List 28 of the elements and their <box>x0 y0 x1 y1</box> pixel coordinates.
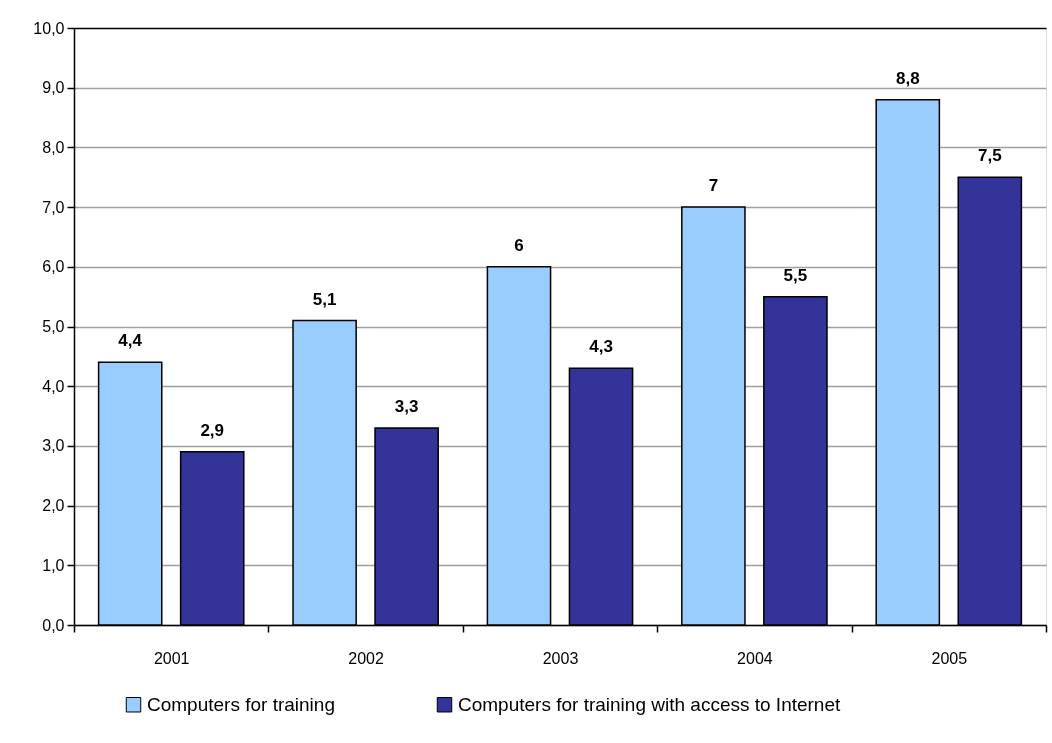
data-label: 8,8 <box>895 68 920 88</box>
x-tick-label: 2004 <box>737 649 773 667</box>
y-tick-label: 6,0 <box>42 258 65 276</box>
data-label: 7,5 <box>977 146 1002 166</box>
data-label: 4,3 <box>589 337 613 357</box>
legend-label: Computers for training with access to Internet <box>458 693 841 715</box>
y-tick-label: 4,0 <box>42 377 65 395</box>
y-tick-label: 8,0 <box>42 138 65 156</box>
y-tick-label: 2,0 <box>42 497 65 515</box>
y-tick-label: 10,0 <box>33 19 65 37</box>
data-label: 6 <box>514 235 524 255</box>
y-tick-label: 7,0 <box>42 198 65 216</box>
data-label: 5,1 <box>312 289 337 309</box>
x-tick-label: 2003 <box>542 649 579 667</box>
x-tick-label: 2002 <box>348 649 384 667</box>
data-label: 7 <box>708 176 719 196</box>
y-tick-label: 1,0 <box>42 556 65 574</box>
x-tick-label: 2001 <box>153 649 190 667</box>
legend-label: Computers for training <box>147 693 335 715</box>
data-label: 4,4 <box>118 331 143 351</box>
y-tick-label: 3,0 <box>42 437 65 455</box>
y-tick-label: 9,0 <box>42 79 65 97</box>
y-tick-label: 0,0 <box>42 616 65 634</box>
data-label: 2,9 <box>200 420 225 440</box>
data-label: 5,5 <box>783 265 808 285</box>
x-tick-label: 2005 <box>931 649 968 667</box>
data-label: 3,3 <box>394 396 419 416</box>
y-tick-label: 5,0 <box>42 318 65 335</box>
